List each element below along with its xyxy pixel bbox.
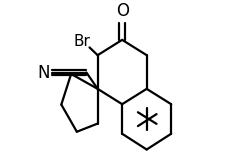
Text: O: O — [115, 2, 128, 20]
Text: N: N — [37, 64, 49, 82]
Text: Br: Br — [73, 34, 90, 49]
